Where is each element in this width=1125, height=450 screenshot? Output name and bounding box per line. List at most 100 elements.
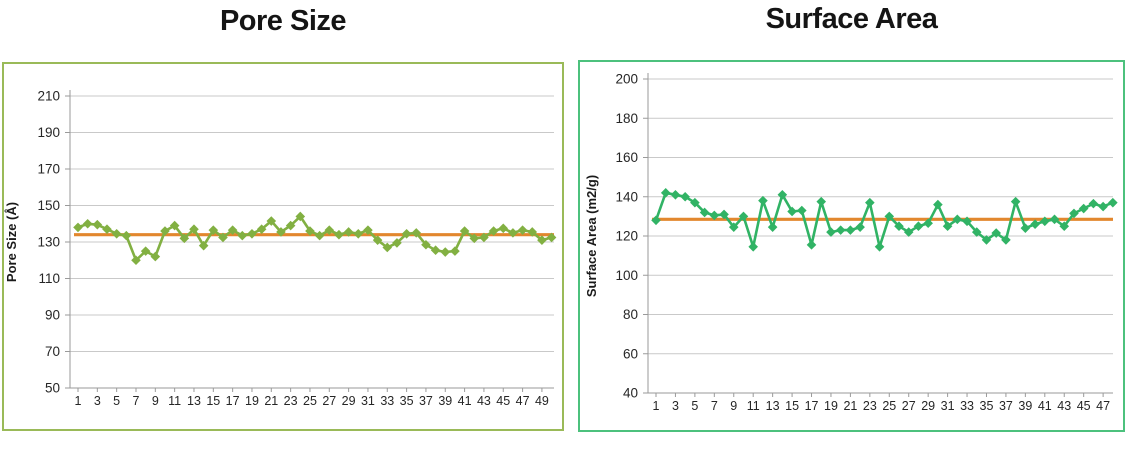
data-point-marker [787, 206, 797, 217]
data-point-marker [517, 225, 528, 235]
y-tick-label: 170 [37, 162, 60, 177]
y-tick-label: 140 [615, 189, 638, 204]
y-tick-label: 60 [623, 346, 638, 361]
x-tick-label: 35 [980, 399, 994, 413]
x-tick-label: 41 [458, 394, 472, 408]
data-point-marker [1030, 219, 1040, 230]
data-point-marker [651, 215, 661, 226]
data-point-marker [777, 189, 788, 200]
data-point-marker [1088, 198, 1099, 209]
data-point-marker [1059, 221, 1070, 231]
y-tick-label: 150 [37, 198, 60, 213]
x-tick-label: 25 [303, 394, 317, 408]
x-tick-label: 43 [1057, 399, 1071, 413]
y-tick-label: 200 [615, 72, 638, 87]
data-point-marker [276, 227, 286, 237]
y-tick-label: 110 [38, 271, 60, 286]
x-tick-label: 23 [863, 399, 877, 413]
data-point-marker [247, 228, 257, 239]
data-point-marker [82, 218, 93, 229]
data-point-marker [1010, 196, 1021, 207]
surface-area-chart-title: Surface Area [765, 3, 938, 35]
data-point-marker [874, 241, 885, 252]
y-tick-label: 100 [615, 268, 638, 283]
x-tick-label: 5 [691, 399, 698, 413]
data-point-marker [1078, 203, 1089, 214]
data-point-marker [670, 189, 681, 200]
x-tick-label: 11 [747, 399, 760, 413]
x-tick-label: 45 [1077, 399, 1091, 413]
data-point-marker [537, 235, 547, 245]
x-tick-label: 33 [380, 394, 394, 408]
data-point-marker [699, 207, 710, 218]
y-tick-label: 120 [615, 229, 638, 244]
data-point-marker [295, 211, 306, 222]
data-point-marker [382, 242, 393, 253]
x-tick-label: 17 [805, 399, 819, 413]
data-point-marker [719, 209, 729, 220]
data-point-marker [160, 226, 170, 236]
data-point-marker [111, 228, 122, 239]
x-tick-label: 47 [516, 394, 530, 408]
x-tick-label: 15 [785, 399, 799, 413]
x-tick-label: 49 [535, 394, 549, 408]
x-tick-label: 25 [882, 399, 896, 413]
data-point-marker [865, 197, 875, 208]
data-point-marker [169, 220, 180, 231]
x-tick-label: 47 [1096, 399, 1110, 413]
x-tick-label: 1 [75, 394, 82, 408]
data-point-marker [738, 211, 749, 222]
data-point-marker [421, 239, 431, 250]
x-tick-label: 37 [999, 399, 1013, 413]
data-point-marker [546, 232, 557, 243]
data-point-marker [353, 228, 364, 239]
x-tick-label: 7 [711, 399, 718, 413]
y-tick-label: 90 [45, 308, 60, 323]
x-tick-label: 45 [496, 394, 510, 408]
x-tick-label: 5 [113, 394, 120, 408]
data-point-marker [913, 221, 924, 231]
data-point-marker [1069, 208, 1079, 219]
y-tick-label: 160 [615, 150, 638, 165]
x-tick-label: 19 [245, 394, 259, 408]
data-point-marker [208, 225, 219, 235]
x-tick-label: 9 [152, 394, 159, 408]
data-point-marker [884, 211, 895, 222]
x-tick-label: 31 [361, 394, 375, 408]
x-tick-label: 31 [941, 399, 955, 413]
x-tick-label: 13 [766, 399, 780, 413]
data-point-marker [102, 224, 112, 235]
y-tick-label: 50 [45, 381, 60, 396]
x-tick-label: 21 [843, 399, 857, 413]
data-point-marker [363, 225, 373, 235]
data-point-marker [73, 222, 83, 233]
data-point-marker [962, 216, 972, 227]
x-tick-label: 27 [902, 399, 916, 413]
data-point-marker [709, 210, 720, 221]
data-point-marker [508, 228, 518, 238]
data-point-marker [1049, 214, 1060, 225]
data-point-marker [816, 196, 827, 207]
data-point-marker [971, 227, 982, 237]
data-point-marker [855, 222, 865, 232]
data-point-marker [401, 228, 412, 239]
data-point-marker [469, 233, 480, 244]
data-point-marker [285, 220, 296, 231]
x-tick-label: 17 [226, 394, 240, 408]
data-point-marker [198, 240, 209, 251]
data-point-marker [334, 229, 344, 240]
data-point-marker [758, 195, 768, 206]
y-tick-label: 130 [37, 235, 60, 250]
x-tick-label: 33 [960, 399, 974, 413]
x-tick-label: 37 [419, 394, 433, 408]
y-tick-label: 40 [623, 386, 638, 401]
x-tick-label: 9 [730, 399, 737, 413]
data-point-marker [748, 241, 758, 252]
x-tick-label: 21 [264, 394, 278, 408]
y-axis-title: Pore Size (Å) [4, 202, 19, 282]
data-point-marker [121, 230, 132, 241]
data-point-marker [806, 240, 817, 250]
x-tick-label: 3 [672, 399, 679, 413]
